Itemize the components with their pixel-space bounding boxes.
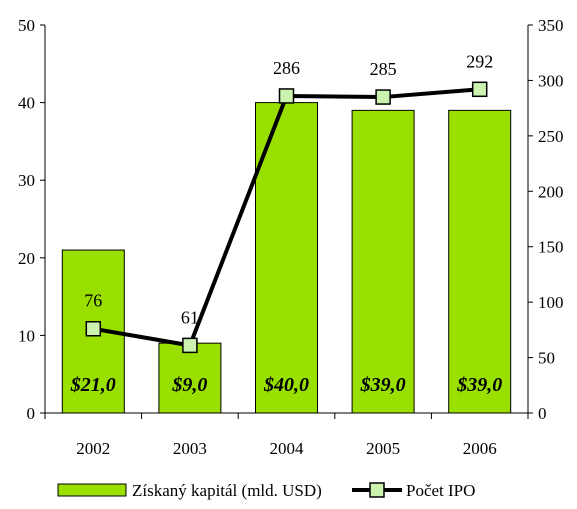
line-value-label: 61 [181,307,199,327]
bar-value-label: $21,0 [70,374,116,396]
y-right-tick-label: 100 [538,293,564,312]
legend-label-bar: Získaný kapitál (mld. USD) [132,481,322,500]
legend-swatch-bar [57,483,127,497]
bars-layer [61,102,512,414]
legend-label-line: Počet IPO [406,481,475,500]
line-value-label: 286 [273,58,300,78]
line-marker-2005 [375,89,391,105]
line-marker-2004 [278,88,295,104]
y-left-tick-label: 50 [18,16,35,35]
x-tick-label: 2004 [270,439,305,458]
y-right-tick-label: 150 [538,238,564,257]
bar-2006 [448,109,512,414]
bar-value-label: $9,0 [171,374,207,396]
y-right-tick-label: 250 [538,127,564,146]
y-left-tick-label: 0 [27,404,36,423]
line-value-label: 76 [84,291,102,311]
y-left-tick-label: 30 [18,171,35,190]
legend: Získaný kapitál (mld. USD) Počet IPO [57,481,475,500]
line-value-label: 285 [370,59,397,79]
legend-swatch-marker [369,482,385,498]
y-right-tick-label: 350 [538,16,564,35]
axes-layer: 0 10 20 30 40 50 0 50 100 150 200 250 300 350 2002 2003… [18,16,564,458]
bar-value-label: $40,0 [263,374,309,396]
y-right-tick-label: 50 [538,349,555,368]
x-tick-label: 2003 [173,439,207,458]
y-left-tick-label: 40 [18,94,35,113]
bar-value-label: $39,0 [456,374,502,396]
line-value-label: 292 [466,51,493,71]
y-left-tick-label: 20 [18,249,35,268]
line-marker-2002 [85,320,102,337]
line-layer [85,81,488,354]
y-right-tick-label: 200 [538,182,564,201]
labels-layer: $21,0 $9,0 $40,0 $39,0 $39,0 76 61 286 285 292 [70,51,502,396]
y-right-tick-label: 0 [538,404,547,423]
y-left-tick-label: 10 [18,326,35,345]
x-tick-label: 2002 [76,439,110,458]
x-tick-label: 2005 [366,439,400,458]
line-marker-2003 [182,337,198,354]
x-tick-label: 2006 [463,439,497,458]
line-marker-2006 [471,81,488,98]
bar-2005 [351,109,415,414]
y-right-tick-label: 300 [538,71,564,90]
bar-value-label: $39,0 [360,374,406,396]
